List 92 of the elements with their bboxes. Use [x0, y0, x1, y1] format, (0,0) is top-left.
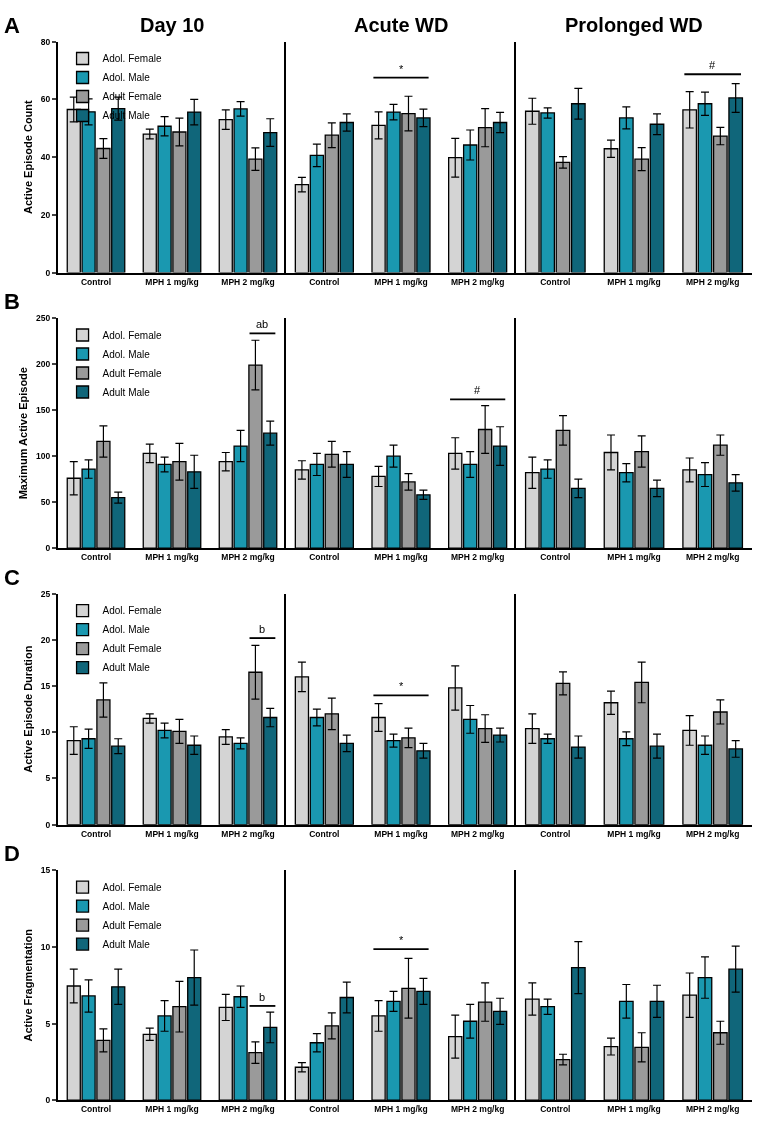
annotation: b	[259, 623, 266, 635]
y-tick-label: 50	[40, 497, 51, 508]
x-tick-label: MPH 2 mg/kg	[450, 552, 505, 563]
y-tick-label: 150	[36, 405, 51, 416]
x-tick-label: Control	[540, 552, 571, 563]
annotation: *	[399, 63, 404, 75]
y-tick-label: 80	[40, 36, 51, 47]
x-tick-label: MPH 2 mg/kg	[221, 552, 275, 563]
y-tick-label: 15	[40, 865, 51, 876]
y-tick-label: 250	[36, 313, 51, 324]
x-tick-label: MPH 1 mg/kg	[607, 828, 661, 839]
x-tick-label: Control	[540, 828, 571, 839]
x-tick-label: MPH 1 mg/kg	[145, 828, 199, 839]
x-tick-label: MPH 1 mg/kg	[374, 828, 428, 839]
chart-title: Day 10	[140, 14, 205, 36]
y-axis-title: Active Episode Count	[21, 99, 34, 214]
annotation: #	[709, 59, 716, 71]
y-axis-title: Active Episode Duration	[21, 645, 34, 773]
text: A	[4, 13, 20, 38]
x-tick-label: MPH 1 mg/kg	[607, 552, 661, 563]
text: C	[4, 565, 20, 590]
y-tick-label: 60	[40, 94, 51, 105]
y-tick-label: 15	[40, 681, 51, 692]
y-axis-title: Active Fragmentation	[21, 928, 34, 1042]
x-tick-label: Control	[309, 276, 340, 287]
x-tick-label: Control	[80, 1104, 112, 1115]
legend-label: Adol. Female	[102, 605, 162, 617]
x-tick-label: MPH 2 mg/kg	[221, 276, 275, 287]
legend-label: Adult Female	[102, 91, 162, 103]
legend-label: Adult Male	[102, 938, 151, 950]
legend-label: Adol. Female	[102, 881, 162, 893]
x-tick-label: Control	[80, 276, 112, 287]
legend-label: Adol. Female	[102, 329, 162, 341]
annotation: ab	[256, 318, 269, 330]
chart-title: Prolonged WD	[565, 14, 703, 36]
legend-label: Adol. Male	[102, 72, 151, 84]
x-tick-label: Control	[540, 276, 571, 287]
legend-label: Adol. Male	[102, 624, 151, 636]
legend-label: Adult Male	[102, 386, 151, 398]
x-tick-label: Control	[540, 1104, 571, 1115]
y-axis-title: Maximum Active Episode	[17, 367, 30, 500]
x-tick-label: MPH 2 mg/kg	[685, 276, 740, 287]
y-tick-label: 0	[45, 1095, 51, 1106]
annotation: b	[259, 991, 266, 1003]
annotation: *	[399, 934, 404, 946]
x-tick-label: Control	[309, 1104, 340, 1115]
x-tick-label: MPH 2 mg/kg	[685, 828, 740, 839]
text: B	[4, 289, 20, 314]
x-tick-label: MPH 1 mg/kg	[374, 276, 428, 287]
legend-label: Adult Male	[102, 662, 151, 674]
y-tick-label: 200	[36, 359, 51, 370]
y-tick-label: 10	[40, 941, 51, 952]
x-tick-label: MPH 1 mg/kg	[607, 276, 661, 287]
x-tick-label: MPH 2 mg/kg	[450, 1104, 505, 1115]
x-tick-label: MPH 1 mg/kg	[145, 552, 199, 563]
y-tick-label: 5	[45, 773, 51, 784]
legend-label: Adult Female	[102, 643, 162, 655]
y-tick-label: 0	[45, 543, 51, 554]
legend-label: Adol. Male	[102, 900, 151, 912]
y-tick-label: 25	[40, 588, 51, 599]
x-tick-label: Control	[309, 828, 340, 839]
y-tick-label: 20	[40, 209, 51, 220]
x-tick-label: Control	[80, 828, 112, 839]
annotation: *	[399, 680, 404, 692]
x-tick-label: MPH 2 mg/kg	[450, 828, 505, 839]
chart-title: Acute WD	[354, 14, 449, 36]
legend-label: Adult Female	[102, 367, 162, 379]
y-tick-label: 100	[36, 451, 51, 462]
y-tick-label: 20	[40, 634, 51, 645]
x-tick-label: MPH 1 mg/kg	[374, 552, 428, 563]
annotation: #	[474, 384, 481, 396]
legend-label: Adult Male	[102, 110, 151, 122]
x-tick-label: MPH 1 mg/kg	[145, 1104, 199, 1115]
x-tick-label: MPH 1 mg/kg	[145, 276, 199, 287]
x-tick-label: MPH 2 mg/kg	[221, 1104, 275, 1115]
y-tick-label: 40	[40, 152, 51, 163]
text: D	[4, 841, 20, 866]
x-tick-label: MPH 2 mg/kg	[685, 1104, 740, 1115]
y-tick-label: 0	[45, 819, 51, 830]
y-tick-label: 10	[40, 727, 51, 738]
x-tick-label: MPH 1 mg/kg	[607, 1104, 661, 1115]
legend-label: Adol. Female	[102, 53, 162, 65]
y-tick-label: 5	[45, 1018, 51, 1029]
y-tick-label: 0	[45, 267, 51, 278]
x-tick-label: MPH 1 mg/kg	[374, 1104, 428, 1115]
x-tick-label: Control	[80, 552, 112, 563]
x-tick-label: MPH 2 mg/kg	[685, 552, 740, 563]
x-tick-label: Control	[309, 552, 340, 563]
x-tick-label: MPH 2 mg/kg	[221, 828, 275, 839]
legend-label: Adult Female	[102, 919, 162, 931]
legend-label: Adol. Male	[102, 348, 151, 360]
x-tick-label: MPH 2 mg/kg	[450, 276, 505, 287]
